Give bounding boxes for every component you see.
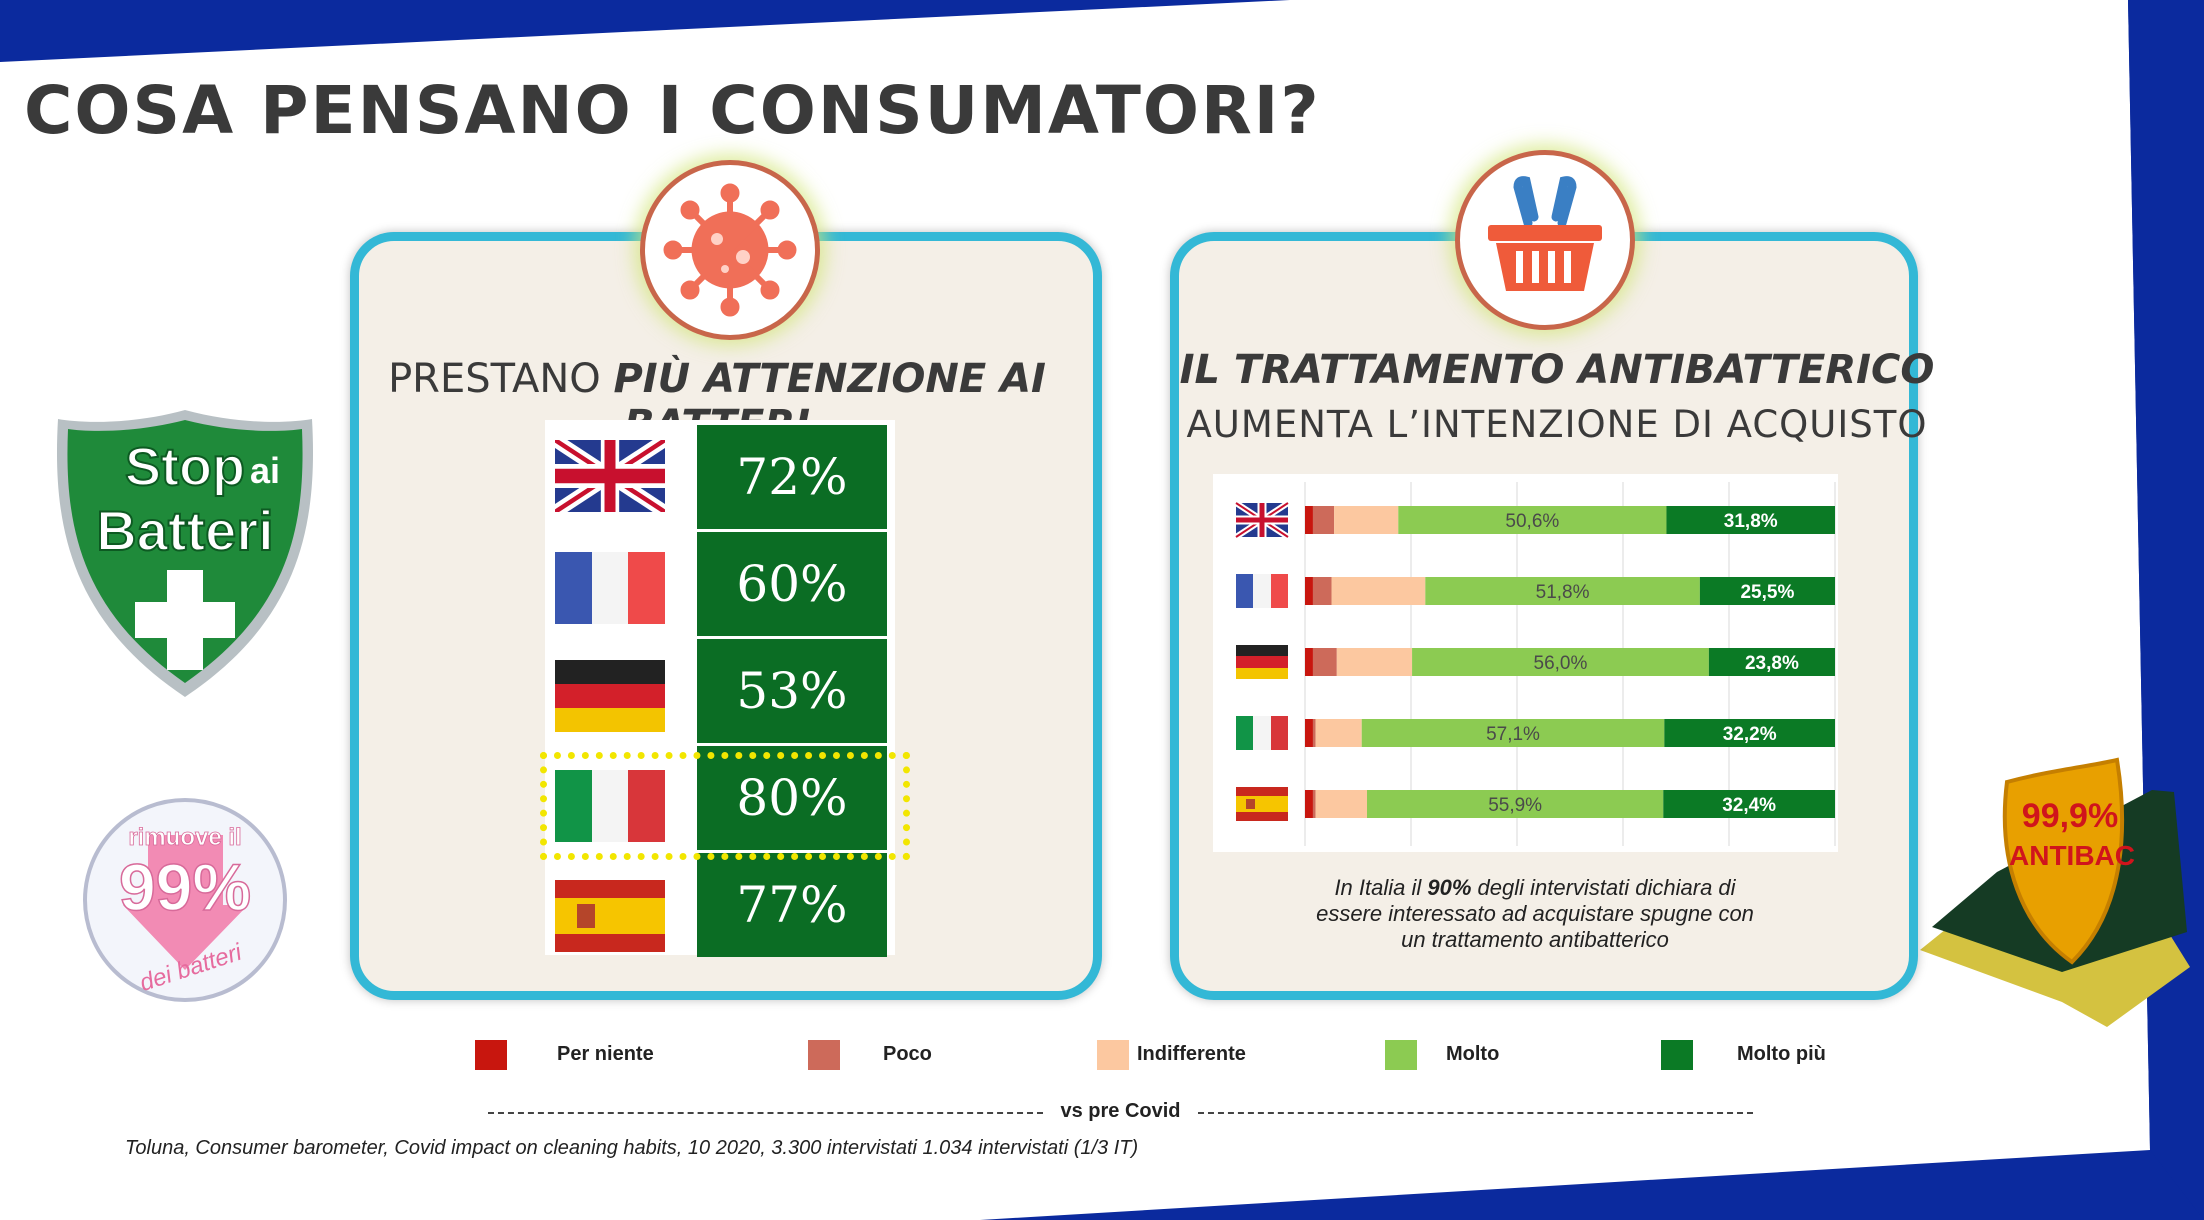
divider-line-left bbox=[488, 1112, 1043, 1114]
bar-label-4-4: 32,4% bbox=[1722, 795, 1776, 816]
bar-segment-3-0 bbox=[1305, 719, 1313, 747]
virus-circle bbox=[640, 160, 820, 340]
legend-label-3: Molto bbox=[1446, 1043, 1500, 1065]
stop-line2: ai bbox=[250, 450, 280, 491]
antibac-line2: ANTIBAC bbox=[2009, 840, 2135, 871]
source-note: Toluna, Consumer barometer, Covid impact… bbox=[125, 1137, 1139, 1159]
bar-label-0-4: 31,8% bbox=[1724, 511, 1778, 532]
bar-label-2-4: 23,8% bbox=[1745, 653, 1799, 674]
shopping-basket-icon bbox=[1488, 176, 1602, 291]
rimuove-badge-icon: rimuove il 99% dei batteri bbox=[83, 798, 287, 1002]
bar-segment-1-3 bbox=[1425, 577, 1700, 605]
bar-label-1-3: 51,8% bbox=[1536, 582, 1590, 603]
france-flag-icon bbox=[555, 552, 665, 624]
divider: vs pre Covid bbox=[488, 1100, 1753, 1124]
bar-segment-2-4 bbox=[1708, 648, 1835, 676]
bar-segment-0-0 bbox=[1305, 506, 1313, 534]
stop-line1: Stop bbox=[125, 437, 245, 497]
uk-small-flag-icon bbox=[1234, 500, 1290, 540]
bar-segment-1-1 bbox=[1312, 577, 1332, 605]
legend-swatch-1 bbox=[808, 1040, 840, 1070]
germany-flag-icon bbox=[555, 660, 665, 732]
bar-segment-4-3 bbox=[1367, 790, 1664, 818]
italy-highlight bbox=[540, 752, 910, 860]
bar-segment-4-0 bbox=[1305, 790, 1313, 818]
legend-label-0: Per niente bbox=[557, 1043, 654, 1065]
italy-note: In Italia il 90% degli intervistati dich… bbox=[1316, 875, 1754, 952]
bar-segment-3-1 bbox=[1312, 719, 1316, 747]
attention-value-1: 60% bbox=[697, 532, 887, 636]
bar-segment-0-3 bbox=[1398, 506, 1667, 534]
basket-circle bbox=[1455, 150, 1635, 330]
virus-icon bbox=[663, 183, 797, 317]
bar-segment-4-2 bbox=[1315, 790, 1368, 818]
bar-label-3-4: 32,2% bbox=[1723, 724, 1777, 745]
attention-value-2: 53% bbox=[697, 639, 887, 743]
bar-segment-0-1 bbox=[1312, 506, 1335, 534]
right-panel-title-line2: AUMENTA L’INTENZIONE DI ACQUISTO bbox=[1186, 403, 1928, 446]
divider-line-right bbox=[1198, 1112, 1753, 1114]
legend-label-1: Poco bbox=[883, 1043, 932, 1065]
bar-segment-3-4 bbox=[1664, 719, 1835, 747]
legend-label-4: Molto più bbox=[1737, 1043, 1826, 1065]
bar-segment-3-2 bbox=[1315, 719, 1362, 747]
legend-label-2: Indifferente bbox=[1137, 1043, 1246, 1065]
right-panel-title-line1: IL TRATTAMENTO ANTIBATTERICO bbox=[1179, 347, 1935, 393]
antibac-sponge-icon: 99,9% ANTIBAC bbox=[1920, 757, 2190, 1027]
bar-segment-4-4 bbox=[1663, 790, 1835, 818]
page-title: COSA PENSANO I CONSUMATORI? bbox=[24, 72, 1321, 149]
france-small-flag-icon bbox=[1236, 574, 1288, 608]
rimuove-line1: rimuove il bbox=[128, 824, 241, 851]
bar-segment-1-4 bbox=[1699, 577, 1835, 605]
bar-segment-1-2 bbox=[1331, 577, 1426, 605]
stop-batteri-shield-icon: Stop ai Batteri bbox=[56, 410, 314, 697]
germany-small-flag-icon bbox=[1236, 645, 1288, 679]
attention-value-3: 80% bbox=[697, 746, 887, 850]
bar-label-2-3: 56,0% bbox=[1534, 653, 1588, 674]
bar-segment-2-2 bbox=[1336, 648, 1413, 676]
bar-label-0-3: 50,6% bbox=[1505, 511, 1559, 532]
bar-segment-0-4 bbox=[1666, 506, 1835, 534]
stack-chart-svg: 50,6% 31,8% 51,8% 25,5% 56,0% 23,8% 57,1% 32,2%… bbox=[1234, 482, 1836, 846]
bar-segment-0-2 bbox=[1334, 506, 1399, 534]
bar-segment-2-1 bbox=[1312, 648, 1337, 676]
antibac-line1: 99,9% bbox=[2022, 797, 2118, 835]
legend-swatch-0 bbox=[475, 1040, 507, 1070]
attention-value-0: 72% bbox=[697, 425, 887, 529]
bar-segment-2-0 bbox=[1305, 648, 1313, 676]
bar-label-3-3: 57,1% bbox=[1486, 724, 1540, 745]
italy-flag-icon bbox=[555, 770, 665, 842]
purchase-intent-chart: 50,6% 31,8% 51,8% 25,5% 56,0% 23,8% 57,1% 32,2%… bbox=[1213, 474, 1838, 852]
bar-label-1-4: 25,5% bbox=[1740, 582, 1794, 603]
bar-segment-2-3 bbox=[1412, 648, 1709, 676]
bar-label-4-3: 55,9% bbox=[1488, 795, 1542, 816]
rimuove-line2: 99% bbox=[119, 850, 251, 924]
stop-line3: Batteri bbox=[96, 499, 273, 562]
bar-segment-4-1 bbox=[1312, 790, 1316, 818]
spain-flag-icon bbox=[555, 880, 665, 952]
legend-swatch-4 bbox=[1661, 1040, 1693, 1070]
bar-segment-1-0 bbox=[1305, 577, 1313, 605]
bar-segment-3-3 bbox=[1361, 719, 1665, 747]
attention-value-4: 77% bbox=[697, 853, 887, 957]
divider-text: vs pre Covid bbox=[1060, 1100, 1181, 1122]
legend-swatch-3 bbox=[1385, 1040, 1417, 1070]
legend-swatch-2 bbox=[1097, 1040, 1129, 1070]
italy-small-flag-icon bbox=[1236, 716, 1288, 750]
uk-flag-icon bbox=[555, 440, 665, 512]
spain-small-flag-icon bbox=[1236, 787, 1288, 821]
